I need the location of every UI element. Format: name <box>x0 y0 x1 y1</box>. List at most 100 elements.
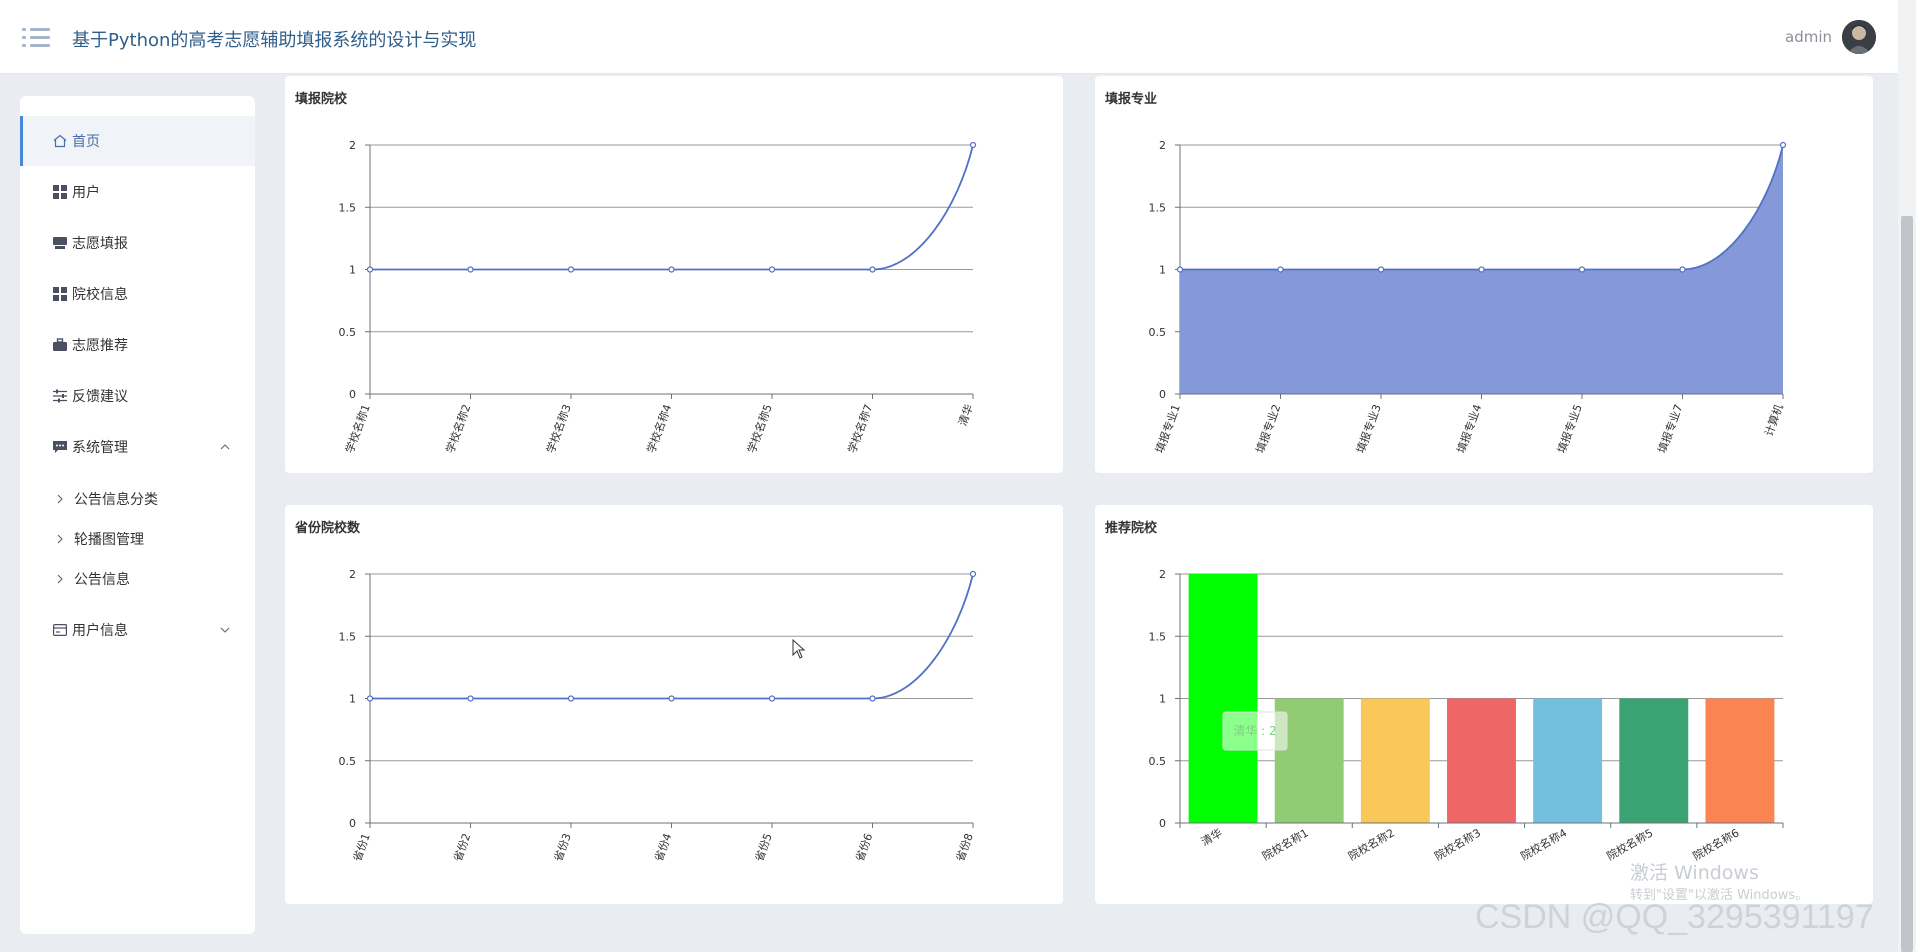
y-tick-label: 1.5 <box>339 201 357 214</box>
y-tick-label: 0.5 <box>339 326 357 339</box>
sidebar-item-user-info[interactable]: 用户信息 <box>20 605 255 655</box>
panel-title: 填报院校 <box>295 92 348 107</box>
y-tick-label: 0.5 <box>1149 326 1167 339</box>
data-point <box>567 695 575 702</box>
y-tick-label: 0 <box>349 817 356 830</box>
y-tick-label: 0.5 <box>339 755 357 768</box>
sidebar-subitem-carousel[interactable]: 轮播图管理 <box>20 519 255 559</box>
series-line <box>370 144 974 271</box>
sliders-icon <box>52 388 68 404</box>
card-icon <box>52 622 68 638</box>
user-name[interactable]: admin <box>1785 28 1832 46</box>
x-tick-label: 省份5 <box>753 832 775 864</box>
chart-panel-recommended: 推荐院校 0 0.5 1 1.5 2 清华 院校名称1 院校名称2 院校名称3 院校名称4 院校名称… <box>1095 505 1873 904</box>
x-tick-label: 省份4 <box>652 832 674 864</box>
x-tick-label: 填报专业3 <box>1353 402 1384 455</box>
chevron-right-icon <box>57 574 63 584</box>
grid-icon <box>52 286 68 302</box>
windows-activation-title: 激活 Windows <box>1630 862 1759 884</box>
top-bar: 基于Python的高考志愿辅助填报系统的设计与实现 admin <box>0 0 1898 74</box>
x-tick-label: 计算机 <box>1761 402 1785 438</box>
x-tick-label: 填报专业1 <box>1152 402 1183 455</box>
sidebar-item-feedback[interactable]: 反馈建议 <box>20 371 255 421</box>
bar <box>1360 698 1430 823</box>
data-point <box>869 695 876 702</box>
sidebar-subitem-label: 公告信息分类 <box>74 492 158 508</box>
chevron-right-icon <box>57 494 63 504</box>
chevron-right-icon <box>57 534 63 544</box>
chevron-down-icon <box>220 627 230 633</box>
x-tick-label: 院校名称1 <box>1260 825 1311 863</box>
data-point <box>366 266 374 273</box>
y-tick-label: 2 <box>1159 139 1166 152</box>
bar <box>1188 574 1258 823</box>
data-point <box>1377 266 1385 273</box>
y-tick-label: 0 <box>349 388 356 401</box>
panel-title: 省份院校数 <box>295 521 361 536</box>
chart-panel-provinces: 省份院校数 0 0.5 1 1.5 2 省份1 省份2 省份3 省份4 省份5 省份6 省份8 <box>285 505 1063 904</box>
data-point <box>668 695 675 702</box>
x-tick-label: 省份1 <box>351 832 373 864</box>
scrollbar-thumb[interactable] <box>1901 216 1913 952</box>
data-point <box>1679 266 1686 273</box>
data-point <box>366 695 374 702</box>
y-tick-label: 1.5 <box>339 630 357 643</box>
sidebar-item-home[interactable]: 首页 <box>20 116 255 166</box>
x-tick-label: 填报专业7 <box>1655 402 1686 455</box>
chart-panel-colleges: 填报院校 0 0.5 1 1.5 2 学校名称1 学校名称2 学校名称3 学校名称4 学校名称5 学… <box>285 76 1063 473</box>
sidebar-item-label: 用户 <box>72 185 100 201</box>
avatar[interactable] <box>1842 20 1876 54</box>
sidebar-item-recommend[interactable]: 志愿推荐 <box>20 320 255 370</box>
sidebar-item-label: 首页 <box>72 134 100 150</box>
data-point <box>668 266 675 273</box>
data-point <box>1277 266 1284 273</box>
sidebar-item-label: 系统管理 <box>72 440 128 456</box>
bar <box>1447 698 1516 823</box>
y-tick-label: 1 <box>349 693 356 706</box>
x-tick-label: 填报专业2 <box>1253 402 1284 455</box>
sidebar-item-label: 反馈建议 <box>72 389 128 405</box>
sidebar-item-users[interactable]: 用户 <box>20 167 255 217</box>
sidebar-subitem-notice-category[interactable]: 公告信息分类 <box>20 479 255 519</box>
area-chart-majors: 0 0.5 1 1.5 2 填报专业1 填报专业2 填报专业3 填报专业4 填报专业5 填报专业7 计… <box>1149 139 1787 455</box>
sidebar-item-label: 用户信息 <box>72 623 128 639</box>
data-point <box>768 266 776 273</box>
y-tick-label: 2 <box>349 139 356 152</box>
data-point <box>567 266 575 273</box>
sidebar-item-label: 志愿填报 <box>72 236 128 252</box>
sidebar-item-system[interactable]: 系统管理 <box>20 422 255 472</box>
chevron-up-icon <box>220 444 230 450</box>
sidebar-item-colleges[interactable]: 院校信息 <box>20 269 255 319</box>
x-tick-label: 清华 <box>1199 825 1225 848</box>
chat-icon <box>52 439 68 455</box>
y-tick-label: 1 <box>1159 693 1166 706</box>
briefcase-icon <box>52 337 68 353</box>
panel-title: 填报专业 <box>1105 92 1158 107</box>
y-tick-label: 0.5 <box>1149 755 1167 768</box>
line-chart-colleges: 0 0.5 1 1.5 2 学校名称1 学校名称2 学校名称3 学校名称4 学校名称5 学校名称7 清… <box>339 139 977 455</box>
x-tick-label: 填报专业5 <box>1554 402 1585 455</box>
inbox-icon <box>52 235 68 251</box>
csdn-watermark: CSDN @QQ_3295391197 <box>1475 898 1874 936</box>
x-tick-label: 院校名称3 <box>1432 825 1483 863</box>
data-point <box>768 695 776 702</box>
x-tick-label: 学校名称7 <box>845 402 876 455</box>
data-point <box>969 570 977 578</box>
menu-toggle-icon[interactable] <box>22 26 50 50</box>
panel-title: 推荐院校 <box>1105 521 1158 536</box>
data-point <box>1578 266 1586 273</box>
data-point <box>1176 266 1184 273</box>
data-point <box>467 695 474 702</box>
data-point <box>467 266 474 273</box>
sidebar-item-label: 志愿推荐 <box>72 338 128 354</box>
tooltip-text: 清华 : 2 <box>1233 724 1276 738</box>
page-scrollbar[interactable] <box>1898 0 1916 952</box>
sidebar-item-application[interactable]: 志愿填报 <box>20 218 255 268</box>
x-tick-label: 清华 <box>955 402 976 427</box>
grid-icon <box>52 184 68 200</box>
x-tick-label: 院校名称4 <box>1518 825 1569 863</box>
x-tick-label: 省份8 <box>954 832 976 864</box>
sidebar-subitem-notice[interactable]: 公告信息 <box>20 559 255 599</box>
y-tick-label: 2 <box>349 568 356 581</box>
sidebar-subitem-label: 公告信息 <box>74 572 130 588</box>
